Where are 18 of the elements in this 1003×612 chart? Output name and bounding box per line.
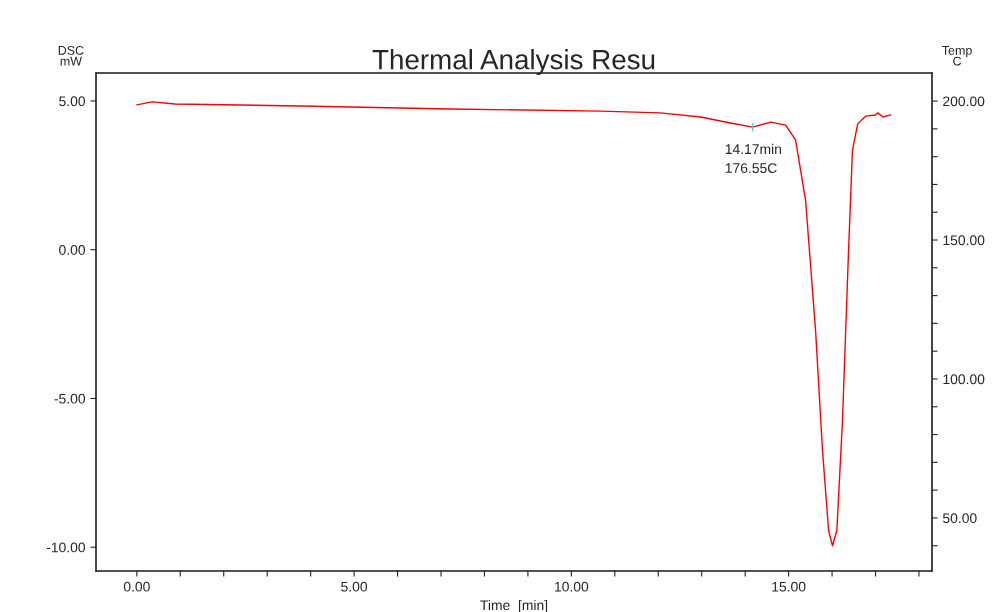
y2-tick-label: 150.00 bbox=[943, 235, 985, 246]
x-tick-label: 15.00 bbox=[772, 581, 806, 592]
y2-tick-label: 100.00 bbox=[943, 374, 985, 385]
y2-tick-label: 200.00 bbox=[943, 96, 985, 107]
x-tick-label: 10.00 bbox=[555, 581, 589, 592]
y2-tick-label: 50.00 bbox=[942, 513, 977, 524]
x-tick-label: 0.00 bbox=[123, 581, 150, 592]
chart-title: Thermal Analysis Resu bbox=[372, 49, 655, 75]
y2-axis-title: Temp C bbox=[942, 46, 972, 66]
line-series bbox=[136, 101, 892, 547]
y-tick-label: 5.00 bbox=[59, 96, 86, 107]
annotation: 14.17min 176.55C bbox=[725, 143, 781, 173]
y-tick-label: -5.00 bbox=[54, 393, 86, 404]
y-tick-label: 0.00 bbox=[59, 245, 86, 255]
x-tick-label: 5.00 bbox=[341, 581, 368, 592]
x-axis-title: Time [min] bbox=[480, 599, 548, 612]
y-tick-label: -10.00 bbox=[46, 542, 86, 553]
y-axis-title: DSC mW bbox=[58, 45, 84, 66]
